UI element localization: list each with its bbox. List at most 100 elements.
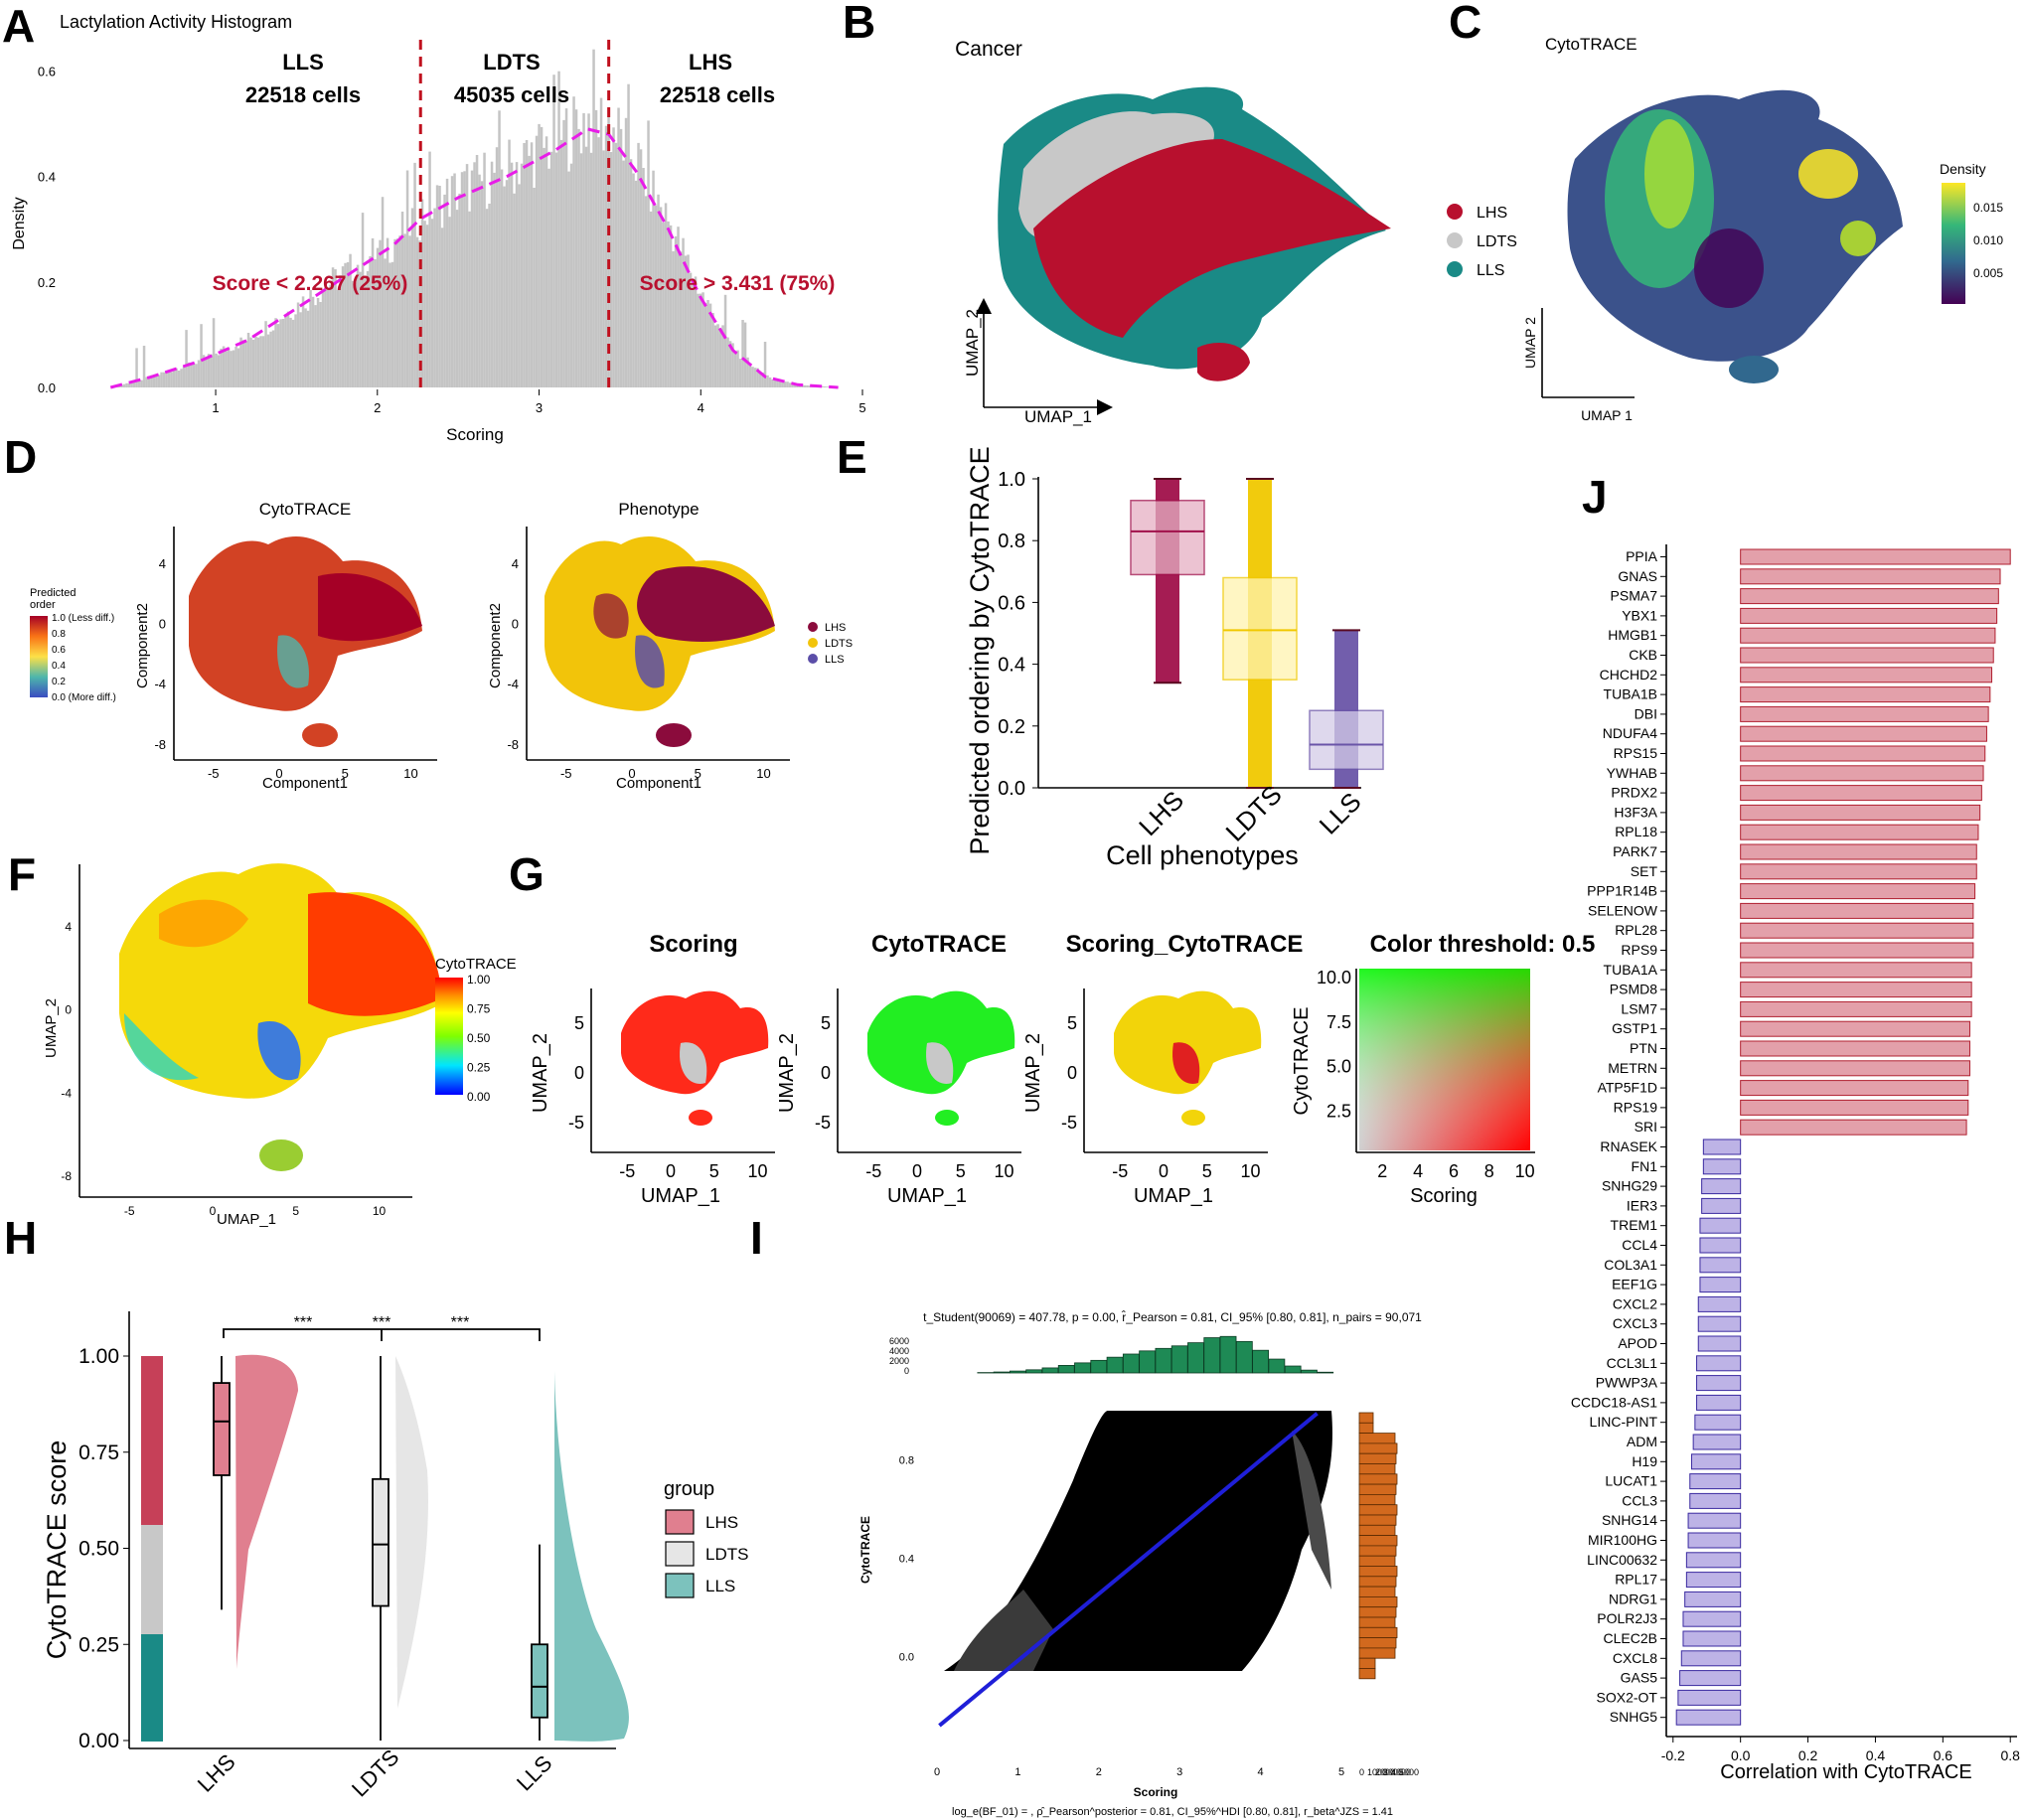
- g-cm-ytick-label: 10.0: [1317, 968, 1351, 987]
- a-group-ldts-cells: 45035 cells: [454, 82, 569, 107]
- a-hist-bar: [520, 163, 524, 387]
- g-xtick-label: 0: [912, 1161, 922, 1181]
- j-gene-label: SOX2-OT: [1597, 1689, 1658, 1705]
- i-top-hist-bar: [993, 1371, 1011, 1374]
- h-legend-label: LHS: [705, 1513, 738, 1532]
- j-bar: [1740, 843, 1977, 860]
- h-category-label: LDTS: [347, 1744, 403, 1801]
- g-ytick-label: 0: [1067, 1063, 1077, 1083]
- a-hist-bar: [259, 336, 262, 387]
- a-hist-bar: [674, 235, 678, 387]
- i-top-hist-bar: [1170, 1345, 1188, 1374]
- i-top-hist-bar: [1187, 1342, 1204, 1374]
- a-hist-bar: [395, 238, 399, 387]
- a-hist-bar: [495, 147, 499, 387]
- a-hist-bar: [336, 290, 340, 387]
- i-top-hist-bar: [1235, 1340, 1253, 1374]
- j-gene-label: CCL4: [1622, 1237, 1657, 1253]
- a-hist-bar: [127, 382, 131, 387]
- a-hist-bar: [577, 128, 580, 387]
- i-ytick-label: 0.4: [899, 1554, 914, 1566]
- i-side-hist-tick: 1000: [1367, 1767, 1387, 1777]
- d1-xtick-label: 0: [275, 766, 282, 781]
- d1-ytick-label: -4: [154, 677, 166, 691]
- j-bar: [1701, 1197, 1742, 1214]
- f-xtick-label: 5: [292, 1204, 299, 1218]
- j-bar: [1696, 1394, 1742, 1411]
- i-side-hist-bar: [1358, 1504, 1398, 1516]
- j-gene-label: FN1: [1632, 1158, 1658, 1174]
- a-hist-bar: [723, 294, 727, 387]
- j-gene-label: YWHAB: [1607, 765, 1657, 781]
- a-hist-bar: [508, 139, 511, 387]
- j-gene-label: METRN: [1608, 1060, 1657, 1076]
- i-top-hist-tick: 4000: [889, 1346, 909, 1356]
- j-xtick-label: 0.0: [1731, 1747, 1751, 1763]
- g-xtick-label: 10: [994, 1161, 1013, 1181]
- h-significance: ***: [373, 1314, 391, 1331]
- i-side-hist-bar: [1358, 1545, 1397, 1557]
- j-bar: [1740, 902, 1974, 919]
- a-hist-bar: [513, 193, 516, 387]
- j-bar: [1740, 804, 1981, 821]
- a-hist-bar: [379, 239, 382, 387]
- a-hist-bar: [210, 354, 213, 387]
- a-hist-bar: [748, 364, 752, 387]
- a-hist-bar: [743, 322, 747, 387]
- j-gene-label: CCDC18-AS1: [1571, 1394, 1657, 1410]
- a-hist-bar: [371, 237, 375, 387]
- a-hist-bar: [530, 142, 534, 387]
- j-bar: [1702, 1138, 1742, 1155]
- panel-label-g: G: [509, 848, 545, 900]
- h-legend-key-icon: [665, 1509, 695, 1535]
- i-xtick-label: 5: [1338, 1766, 1344, 1778]
- a-hist-bar: [713, 325, 717, 387]
- a-hist-bar: [291, 319, 295, 387]
- a-hist-bar: [246, 333, 250, 387]
- g-ylabel: UMAP_2: [1022, 1033, 1044, 1113]
- g-xlabel: UMAP_1: [641, 1185, 720, 1207]
- a-hist-bar: [528, 155, 531, 387]
- a-hist-bar: [284, 316, 287, 387]
- a-hist-bar: [758, 373, 762, 387]
- a-hist-bar: [236, 348, 240, 387]
- a-hist-bar: [423, 221, 426, 387]
- a-hist-bar: [369, 255, 372, 387]
- j-gene-label: LINC-PINT: [1590, 1414, 1658, 1430]
- a-hist-bar: [694, 276, 698, 387]
- d2-ytick-label: 4: [512, 556, 519, 571]
- j-gene-label: H3F3A: [1614, 804, 1657, 820]
- a-hist-bar: [438, 186, 441, 387]
- j-gene-label: RNASEK: [1600, 1138, 1657, 1154]
- a-hist-bar: [137, 379, 141, 387]
- g-ytick-label: 5: [821, 1013, 831, 1033]
- a-hist-bar: [256, 337, 260, 387]
- a-hist-bar: [433, 208, 436, 387]
- g-xtick-label: 5: [956, 1161, 966, 1181]
- g-umap-3: [1114, 990, 1262, 1095]
- j-gene-label: CLEC2B: [1604, 1630, 1657, 1646]
- a-hist-bar: [579, 153, 583, 387]
- panel-label-d: D: [4, 431, 37, 483]
- g-title-combined: Scoring_CytoTRACE: [1066, 931, 1304, 958]
- g-xtick-label: 10: [1240, 1161, 1260, 1181]
- c-colorbar: [1942, 183, 1965, 304]
- a-hist-bar: [604, 125, 608, 387]
- a-hist-bar: [244, 341, 247, 387]
- a-hist-bar: [398, 235, 401, 387]
- i-xtick-label: 0: [934, 1766, 940, 1778]
- a-hist-bar: [366, 270, 370, 387]
- a-hist-bar: [435, 185, 439, 387]
- a-hist-bar: [761, 373, 764, 387]
- a-hist-bar: [634, 180, 638, 387]
- a-hist-bar: [162, 372, 166, 387]
- b-arrow-right-icon: [1097, 399, 1113, 415]
- a-hist-bar: [381, 197, 385, 387]
- j-gene-label: SRI: [1635, 1119, 1657, 1135]
- j-gene-label: YBX1: [1622, 607, 1657, 623]
- j-bar: [1697, 1335, 1742, 1352]
- j-gene-label: APOD: [1618, 1335, 1657, 1351]
- j-bar: [1740, 1099, 1969, 1116]
- h-jitter-lhs: [141, 1356, 163, 1525]
- f-ylabel: UMAP_2: [43, 998, 60, 1058]
